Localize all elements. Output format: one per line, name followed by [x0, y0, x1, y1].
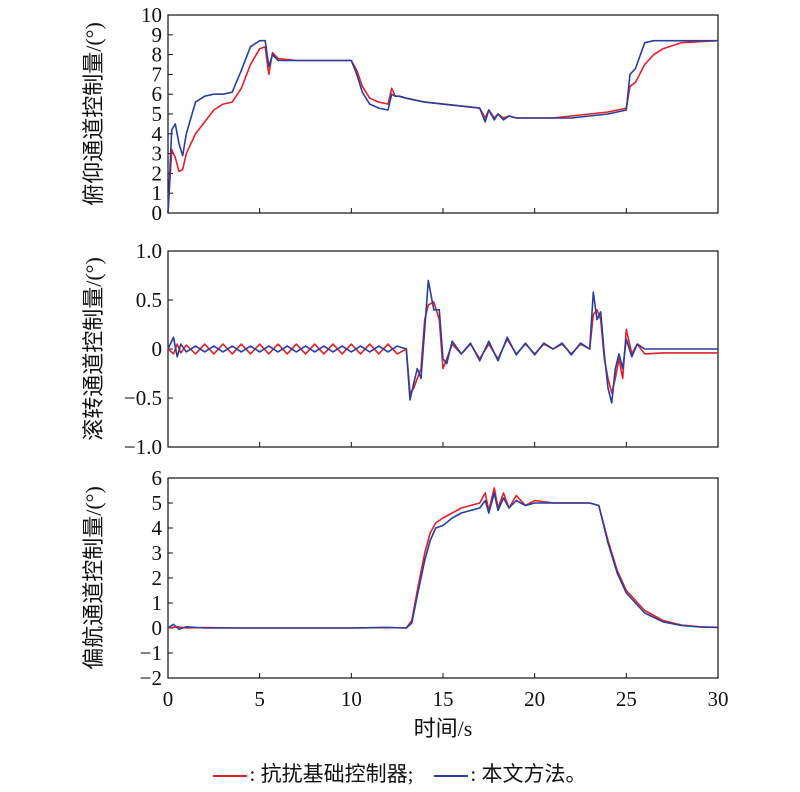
y-tick-label: 4 [152, 516, 163, 540]
y-tick-label: 0 [152, 201, 163, 225]
legend-swatch-red [213, 775, 248, 778]
y-tick-label: 8 [152, 43, 163, 67]
x-tick-label: 15 [433, 687, 454, 711]
x-tick-label: 10 [341, 687, 362, 711]
y-tick-label: 1 [152, 181, 163, 205]
chart: 012345678910俯仰通道控制量/(°)−1.0−0.500.51.0滚转… [81, 3, 729, 741]
series-line-proposed [167, 492, 719, 631]
y-tick-label: 6 [152, 466, 163, 490]
y-tick-label: 0 [152, 616, 163, 640]
x-tick-label: 0 [163, 687, 174, 711]
x-tick-label: 20 [524, 687, 545, 711]
legend-swatch-blue [434, 775, 469, 778]
series-line-baseline [167, 301, 718, 394]
x-tick-label: 5 [254, 687, 265, 711]
x-tick-label: 25 [616, 687, 637, 711]
y-axis-label: 滚转通道控制量/(°) [81, 257, 106, 441]
legend-label-proposed: : 本文方法。 [470, 762, 587, 786]
y-tick-label: 5 [152, 102, 163, 126]
y-tick-label: 10 [141, 3, 162, 27]
y-tick-label: −1 [140, 641, 162, 665]
plot-frame-0 [167, 14, 719, 214]
series-line-baseline [167, 487, 719, 629]
y-tick-label: 3 [152, 541, 163, 565]
series-line-baseline [167, 39, 719, 214]
legend: : 抗扰基础控制器; : 本文方法。 [0, 758, 800, 788]
series-line-proposed [167, 279, 718, 404]
series-line-proposed [167, 39, 718, 214]
y-tick-label: 0.5 [136, 288, 162, 312]
x-axis-label: 时间/s [414, 716, 473, 741]
y-tick-label: 0 [152, 337, 163, 361]
y-tick-label: 9 [152, 23, 163, 47]
x-tick-label: 30 [708, 687, 729, 711]
y-tick-label: 6 [152, 82, 163, 106]
y-tick-label: −0.5 [124, 386, 162, 410]
y-tick-label: 5 [152, 491, 163, 515]
y-axis-label: 偏航通道控制量/(°) [81, 486, 106, 670]
y-axis-label: 俯仰通道控制量/(°) [81, 22, 106, 206]
y-tick-label: 1 [152, 591, 163, 615]
y-tick-label: 3 [152, 142, 163, 166]
y-tick-label: 2 [152, 161, 163, 185]
y-tick-label: −1.0 [124, 435, 162, 459]
y-tick-label: 4 [152, 122, 163, 146]
y-tick-label: 1.0 [136, 239, 162, 263]
legend-label-baseline: : 抗扰基础控制器; [249, 762, 414, 786]
y-tick-label: 2 [152, 566, 163, 590]
plot-frame-2 [167, 477, 719, 679]
y-tick-label: −2 [140, 666, 162, 690]
y-tick-label: 7 [152, 62, 163, 86]
